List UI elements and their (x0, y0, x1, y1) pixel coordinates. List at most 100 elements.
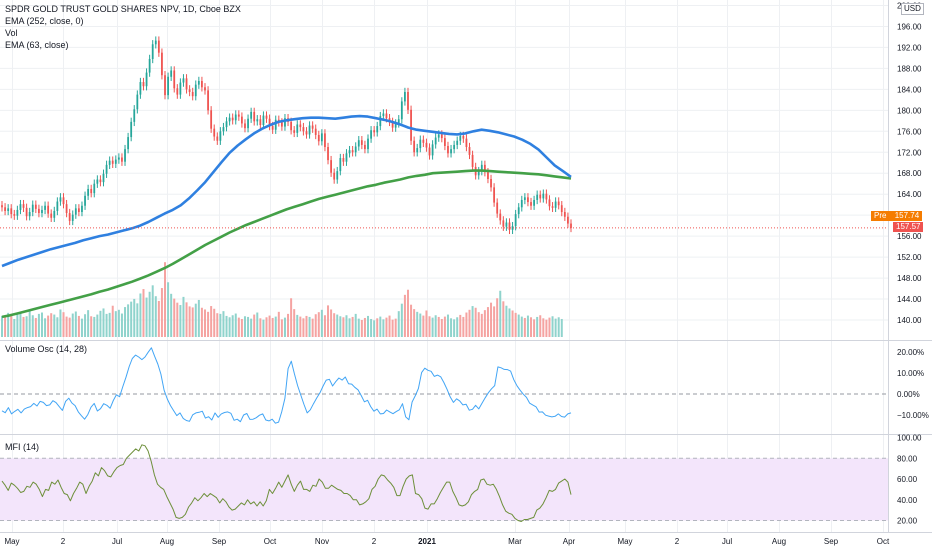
volume-bar (388, 315, 391, 337)
study-ema-252[interactable]: EMA (252, close, 0) (5, 16, 84, 26)
candle-body (284, 118, 286, 127)
volume-bar (237, 317, 240, 337)
volume-bar (370, 318, 373, 337)
candle-body (404, 91, 406, 102)
candle-body (265, 115, 268, 119)
candle-body (511, 226, 514, 230)
mfi-title[interactable]: MFI (14) (5, 442, 40, 452)
symbol-title[interactable]: SPDR GOLD TRUST GOLD SHARES NPV, 1D, Cbo… (5, 4, 241, 14)
volume-bar (290, 298, 293, 337)
volume-bar (87, 310, 90, 337)
volume-bar (124, 307, 127, 337)
volume-bar (557, 317, 560, 337)
candle-body (250, 111, 253, 119)
volume-osc-title[interactable]: Volume Osc (14, 28) (5, 344, 88, 354)
volume-bar (216, 313, 219, 337)
volume-bar (339, 316, 342, 337)
volume-bar (517, 314, 520, 337)
candle-body (471, 154, 474, 167)
candle-body (477, 171, 480, 176)
candle-body (533, 199, 535, 206)
volume-bar (194, 303, 197, 337)
volume-bar (120, 313, 123, 337)
candle-body (453, 144, 456, 150)
volume-bar (274, 316, 277, 337)
volume-bar (200, 307, 203, 337)
volume-bar (50, 313, 53, 337)
candle-body (74, 208, 77, 215)
currency-badge[interactable]: USD (901, 3, 924, 15)
grid (0, 0, 888, 532)
candle-body (225, 121, 228, 128)
candle-body (50, 213, 53, 218)
axes (0, 0, 932, 533)
candle-body (336, 171, 339, 180)
candle-body (425, 142, 428, 148)
candle-body (1, 205, 3, 208)
candle-body (47, 205, 50, 214)
volume-bar (145, 297, 148, 337)
candle-body (268, 118, 271, 127)
candle-body (219, 131, 222, 141)
candle-body (59, 197, 62, 202)
volume-bar (40, 312, 43, 337)
osc-tick-label: −10.00% (897, 411, 929, 420)
time-tick-label: 2 (372, 537, 377, 546)
volume-bar (28, 310, 31, 337)
volume-bar (354, 313, 357, 337)
candle-body (176, 88, 179, 95)
volume-bar (320, 309, 323, 337)
volume-bar (450, 318, 453, 337)
volume-bar (360, 320, 363, 337)
volume-bar (477, 312, 480, 337)
volume-bar (560, 318, 563, 337)
pre-market-tag: Pre 157.74 (871, 211, 923, 221)
study-ema-63[interactable]: EMA (63, close) (5, 40, 69, 50)
study-volume[interactable]: Vol (5, 28, 18, 38)
candle-body (545, 193, 548, 200)
candle-body (105, 164, 108, 174)
volume-bar (207, 311, 210, 337)
candle-body (170, 70, 173, 77)
volume-bar (311, 318, 314, 337)
candle-body (84, 195, 86, 206)
volume-bar (277, 311, 280, 337)
time-tick-label: Oct (264, 537, 277, 546)
volume-bar (136, 303, 139, 337)
candle-body (416, 148, 419, 153)
candle-body (194, 84, 197, 97)
candle-body (56, 201, 59, 211)
volume-bar (10, 314, 13, 337)
candle-body (496, 202, 499, 214)
time-tick-label: May (617, 537, 632, 546)
candle-body (65, 204, 68, 214)
candle-body (373, 130, 376, 133)
volume-bar (459, 314, 462, 337)
volume-bar (536, 316, 539, 337)
candle-body (296, 124, 299, 133)
time-tick-label: 2 (61, 537, 66, 546)
candle-body (523, 197, 526, 200)
candle-body (77, 208, 80, 213)
volume-bar (176, 302, 179, 337)
volume-bar (502, 301, 505, 337)
candle-body (244, 123, 246, 129)
candle-body (456, 140, 459, 145)
volume-bar (480, 313, 483, 337)
volume-bar (483, 310, 486, 337)
volume-bar (111, 305, 114, 337)
candle-body (81, 205, 83, 213)
volume-bar (65, 316, 68, 337)
price-tick-label: 144.00 (897, 295, 922, 304)
volume-bar (231, 315, 234, 337)
price-tick-label: 196.00 (897, 22, 922, 31)
volume-bar (93, 316, 96, 337)
volume-bar (62, 312, 65, 337)
volume-bar (406, 289, 409, 337)
candle-body (185, 78, 188, 90)
volume-bar (253, 314, 256, 337)
candle-body (151, 44, 154, 59)
candle-body (410, 109, 412, 141)
volume-bar (71, 313, 74, 337)
